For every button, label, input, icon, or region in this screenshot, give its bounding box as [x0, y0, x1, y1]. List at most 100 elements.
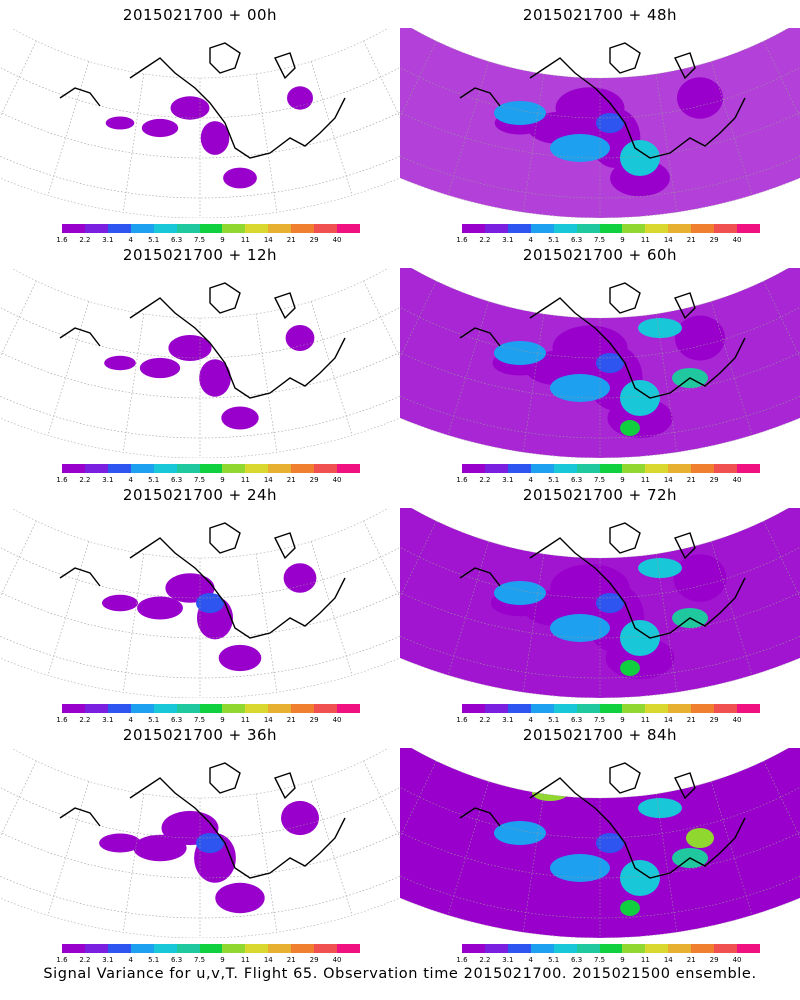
colorbar-swatch	[199, 944, 223, 953]
colorbar-swatch	[507, 704, 531, 713]
field-blob	[638, 318, 682, 338]
panel-title: 2015021700 + 72h	[522, 486, 678, 504]
colorbar-label: 14	[263, 476, 273, 484]
colorbar-swatch	[291, 704, 315, 713]
colorbar-label: 11	[240, 716, 250, 724]
colorbar-label: 6.3	[571, 476, 583, 484]
map	[400, 748, 800, 938]
colorbar-swatch	[245, 464, 269, 473]
field-blob	[104, 355, 136, 371]
colorbar-swatch	[268, 704, 292, 713]
colorbar-label: 7.5	[193, 476, 206, 484]
colorbar-label: 1.6	[456, 476, 468, 484]
field-blob	[139, 357, 181, 379]
colorbar-labels: 1.6 2.2 3.1 4 5.1 6.3 7.5 9 11 14 21 29 40	[448, 716, 768, 726]
map	[400, 508, 800, 698]
colorbar-label: 29	[309, 716, 319, 724]
colorbar-swatch	[130, 944, 154, 953]
colorbar-swatch	[153, 464, 177, 473]
colorbar	[62, 944, 360, 953]
map-border	[400, 508, 800, 698]
colorbar-label: 7.5	[593, 716, 606, 724]
colorbar-swatch	[222, 224, 246, 233]
map	[0, 268, 400, 458]
field-blob	[620, 900, 640, 916]
colorbar-label: 9	[620, 476, 625, 484]
colorbar-swatch	[553, 224, 577, 233]
colorbar-swatch	[576, 464, 600, 473]
colorbar-label: 3.1	[102, 716, 114, 724]
field-blob	[99, 833, 141, 853]
map-border	[400, 28, 800, 218]
colorbar-label: 40	[332, 476, 342, 484]
colorbar-swatch	[153, 704, 177, 713]
colorbar-swatch	[84, 224, 108, 233]
map	[0, 28, 400, 218]
colorbar-label: 14	[663, 956, 673, 964]
field-blob	[218, 644, 262, 672]
field-blob	[620, 420, 640, 436]
colorbar-swatch	[314, 224, 338, 233]
colorbar-label: 2.2	[79, 236, 91, 244]
colorbar-swatch	[507, 224, 531, 233]
colorbar-label: 5.1	[148, 716, 160, 724]
colorbar-swatch	[107, 464, 131, 473]
colorbar-swatch	[507, 464, 531, 473]
field-blob	[550, 134, 610, 162]
colorbar-label: 4	[128, 236, 133, 244]
colorbar-label: 14	[263, 236, 273, 244]
colorbar-swatch	[645, 464, 669, 473]
colorbar	[62, 704, 360, 713]
colorbar-swatch	[337, 464, 360, 473]
colorbar-swatch	[599, 224, 623, 233]
map-border	[0, 268, 400, 458]
coastline	[459, 762, 746, 879]
field-blob	[550, 854, 610, 882]
field-blob	[281, 800, 319, 836]
field-blob	[200, 121, 230, 155]
colorbar-label: 2.2	[479, 236, 491, 244]
coastline	[59, 762, 346, 879]
colorbar-swatch	[691, 464, 715, 473]
colorbar-swatch	[576, 224, 600, 233]
field-blob	[101, 594, 139, 612]
colorbar-label: 3.1	[102, 236, 114, 244]
colorbar-label: 4	[528, 236, 533, 244]
coastline	[459, 42, 746, 159]
colorbar-swatch	[530, 464, 554, 473]
colorbar-label: 6.3	[571, 956, 583, 964]
colorbar-swatch	[691, 944, 715, 953]
colorbar-label: 11	[640, 956, 650, 964]
colorbar-swatch	[691, 224, 715, 233]
field-blob	[221, 406, 259, 430]
colorbar-label: 40	[732, 236, 742, 244]
colorbar-swatch	[714, 464, 738, 473]
colorbar-swatch	[268, 464, 292, 473]
colorbar-swatch	[691, 704, 715, 713]
colorbar-swatch	[337, 704, 360, 713]
colorbar-swatch	[176, 224, 200, 233]
panel-84h: 2015021700 + 84h 1.6 2.2 3.1 4 5.1 6.3 7.5 9 11 1…	[400, 720, 800, 964]
field-blob	[105, 116, 135, 130]
colorbar-label: 7.5	[593, 236, 606, 244]
panel-12h: 2015021700 + 12h 1.6 2.2 3.1 4 5.1 6.3 7.5 9 11 1…	[0, 240, 400, 484]
colorbar-label: 40	[332, 716, 342, 724]
colorbar-label: 11	[240, 956, 250, 964]
panel-title: 2015021700 + 60h	[522, 246, 678, 264]
coastline	[59, 42, 346, 159]
colorbar-swatch	[599, 704, 623, 713]
colorbar-swatch	[153, 944, 177, 953]
field-blob	[494, 341, 546, 365]
colorbar-swatch	[462, 464, 485, 473]
panel-72h: 2015021700 + 72h 1.6 2.2 3.1 4 5.1 6.3 7.5 9 11 1…	[400, 480, 800, 724]
colorbar-swatch	[268, 944, 292, 953]
colorbar-label: 7.5	[193, 236, 206, 244]
colorbar-label: 5.1	[548, 716, 560, 724]
colorbar-label: 2.2	[79, 956, 91, 964]
colorbar-label: 3.1	[502, 716, 514, 724]
colorbar-swatch	[737, 944, 760, 953]
field-blob	[620, 380, 660, 416]
field-blob	[550, 374, 610, 402]
colorbar-label: 1.6	[56, 236, 68, 244]
map	[0, 748, 400, 938]
